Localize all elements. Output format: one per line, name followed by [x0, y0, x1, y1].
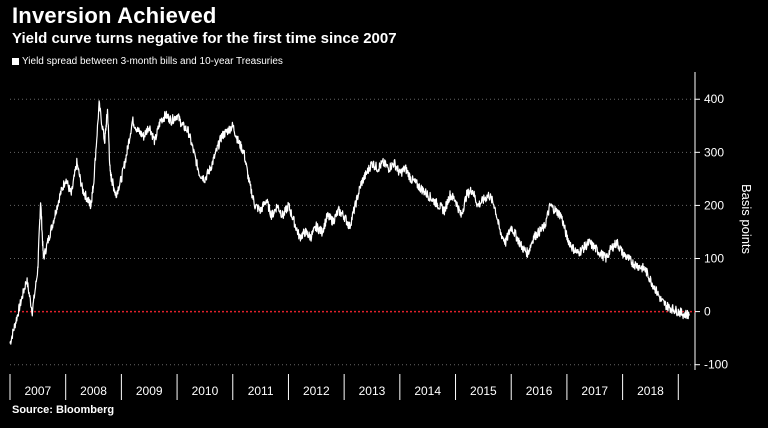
y-tick-label: 400 — [704, 92, 724, 106]
legend-label: Yield spread between 3-month bills and 1… — [22, 56, 283, 67]
chart-subtitle: Yield curve turns negative for the first… — [12, 30, 397, 47]
legend: Yield spread between 3-month bills and 1… — [12, 56, 283, 67]
legend-swatch — [12, 58, 19, 65]
x-tick-label: 2017 — [581, 384, 608, 398]
x-tick-label: 2010 — [192, 384, 219, 398]
x-tick-label: 2013 — [359, 384, 386, 398]
x-tick-label: 2014 — [414, 384, 441, 398]
x-tick-label: 2016 — [526, 384, 553, 398]
x-tick-label: 2018 — [637, 384, 664, 398]
y-tick-label: 300 — [704, 145, 724, 159]
y-tick-label: 100 — [704, 252, 724, 266]
x-tick-label: 2007 — [24, 384, 51, 398]
chart-title: Inversion Achieved — [12, 3, 217, 28]
y-tick-label: 0 — [704, 305, 711, 319]
x-tick-label: 2012 — [303, 384, 330, 398]
x-tick-label: 2009 — [136, 384, 163, 398]
y-axis-label: Basis points — [739, 184, 754, 255]
y-tick-label: -100 — [704, 358, 728, 372]
x-tick-label: 2015 — [470, 384, 497, 398]
source-note: Source: Bloomberg — [12, 404, 115, 416]
y-tick-label: 200 — [704, 198, 724, 212]
series-line — [9, 100, 690, 345]
x-tick-label: 2011 — [248, 384, 274, 398]
x-tick-label: 2008 — [80, 384, 107, 398]
